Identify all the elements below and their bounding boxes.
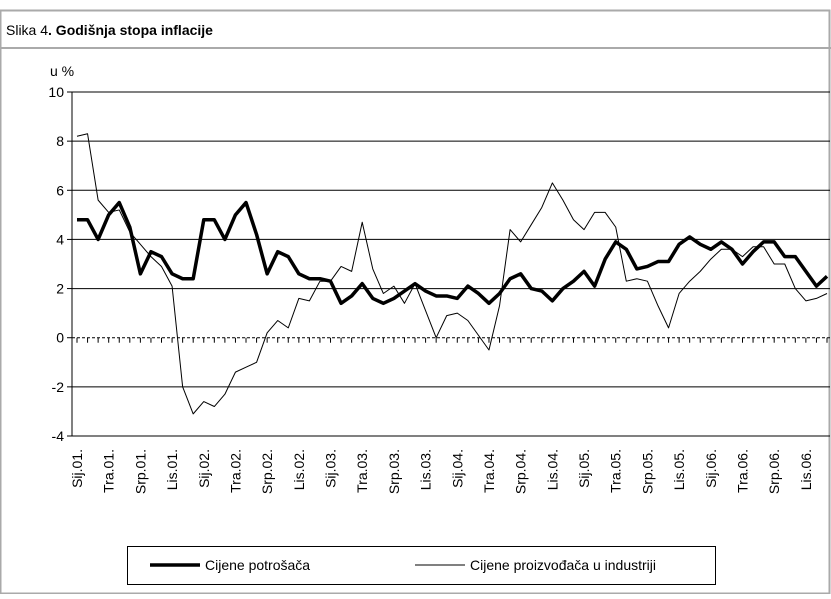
- y-tick-label: 0: [56, 330, 64, 346]
- x-tick-label: Tra.02.: [227, 449, 243, 493]
- legend-label: Cijene proizvođača u industriji: [470, 557, 656, 573]
- y-tick-label: -4: [52, 428, 65, 444]
- x-tick-label: Lis.02.: [291, 449, 307, 490]
- x-tick-label: Lis.04.: [544, 449, 560, 490]
- x-tick-label: Lis.05.: [671, 449, 687, 490]
- x-tick-label: Srp.01.: [132, 449, 148, 494]
- x-tick-label: Tra.01.: [101, 449, 117, 493]
- x-tick-label: Srp.05.: [639, 449, 655, 494]
- legend-label: Cijene potrošača: [205, 557, 310, 573]
- x-tick-label: Lis.06.: [798, 449, 814, 490]
- x-tick-label: Tra.04.: [481, 449, 497, 493]
- y-tick-label: 2: [56, 281, 64, 297]
- figure-label: Slika 4. Godišnja stopa inflacije: [6, 22, 213, 38]
- frame: [0, 9, 831, 595]
- x-tick-label: Sij.05.: [576, 449, 592, 488]
- x-tick-label: Sij.02.: [196, 449, 212, 488]
- x-tick-label: Srp.03.: [386, 449, 402, 494]
- x-tick-label: Srp.06.: [766, 449, 782, 494]
- figure-label-text: Slika 4: [6, 22, 48, 38]
- chart-title: . Godišnja stopa inflacije: [48, 22, 213, 38]
- x-tick-label: Srp.02.: [259, 449, 275, 494]
- x-tick-label: Lis.01.: [164, 449, 180, 490]
- x-tick-label: Sij.03.: [323, 449, 339, 488]
- y-tick-label: 10: [48, 84, 64, 100]
- x-tick-label: Sij.06.: [703, 449, 719, 488]
- y-axis-label: u %: [50, 63, 74, 79]
- y-tick-label: 8: [56, 133, 64, 149]
- x-tick-label: Tra.05.: [608, 449, 624, 493]
- x-tick-label: Tra.03.: [354, 449, 370, 493]
- x-tick-label: Sij.04.: [449, 449, 465, 488]
- y-tick-label: 6: [56, 182, 64, 198]
- x-tick-label: Srp.04.: [513, 449, 529, 494]
- y-tick-label: 4: [56, 231, 64, 247]
- x-tick-label: Tra.06.: [734, 449, 750, 493]
- series-line: [77, 200, 829, 306]
- y-tick-label: -2: [52, 379, 65, 395]
- x-tick-label: Sij.01.: [69, 449, 85, 488]
- x-tick-label: Lis.03.: [418, 449, 434, 490]
- series-line: [76, 133, 828, 415]
